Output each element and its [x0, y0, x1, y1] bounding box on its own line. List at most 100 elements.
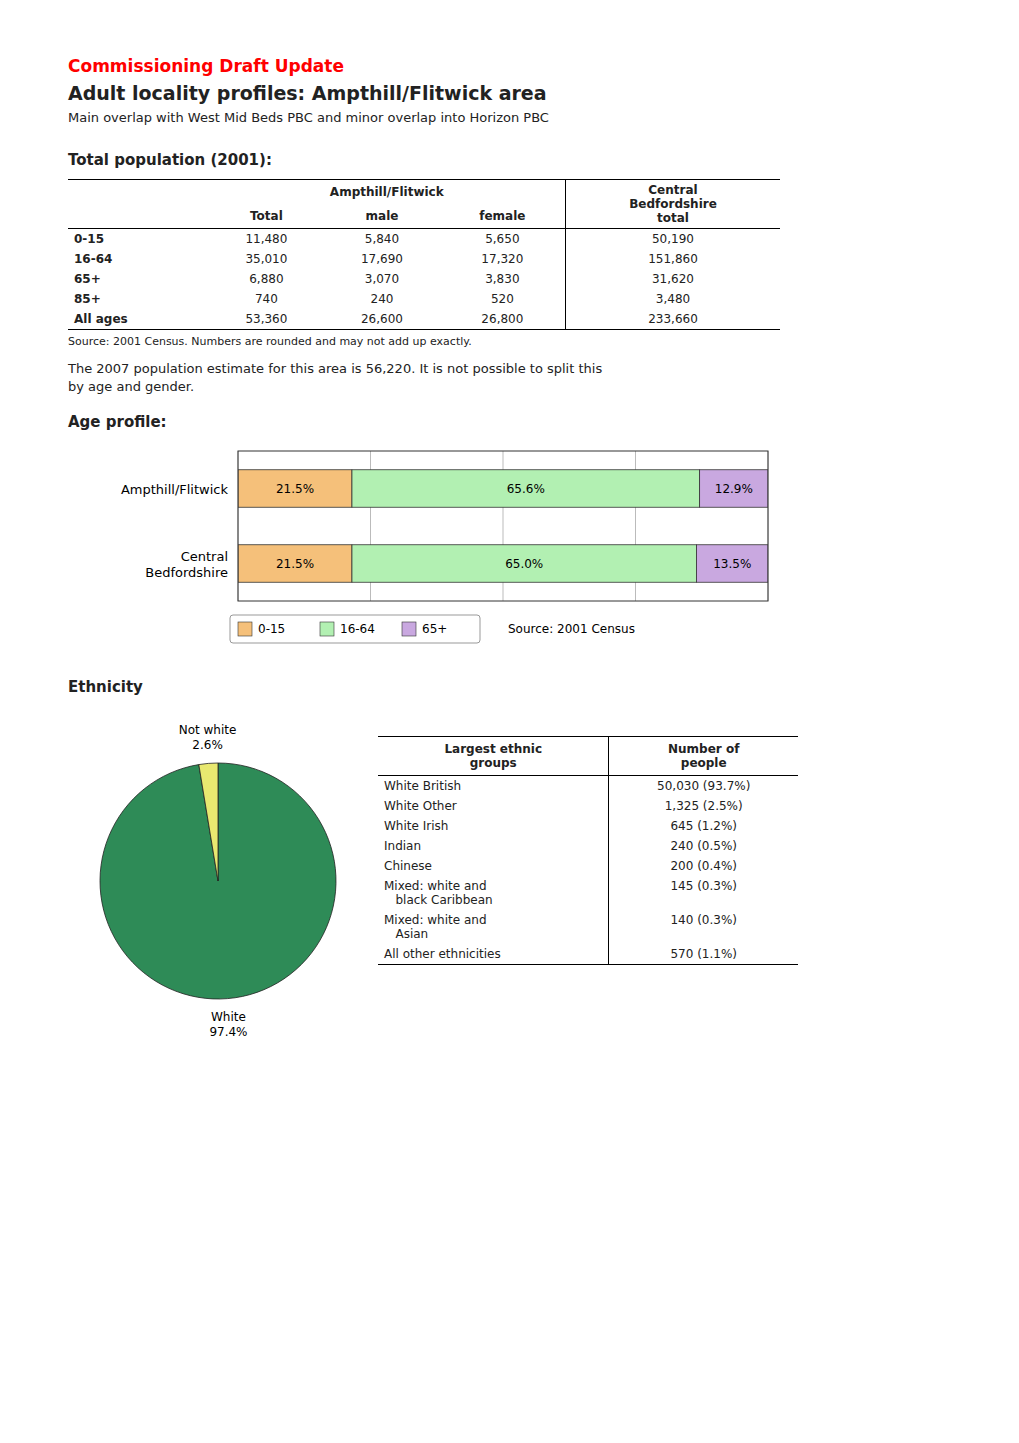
- table-cell: 11,480: [209, 229, 325, 250]
- pie-label-value: 2.6%: [192, 739, 223, 753]
- category-label-line: Central: [181, 549, 228, 564]
- header-row: Largest ethnic groupsNumber of people: [378, 737, 798, 776]
- category-label: Ampthill/Flitwick: [121, 482, 229, 497]
- table-cell: All other ethnicities: [378, 944, 609, 965]
- pie-chart: White97.4% Not white2.6%: [68, 706, 368, 1056]
- pie-slice: [199, 763, 218, 881]
- table-cell: 35,010: [209, 249, 325, 269]
- table-cell: White Other: [378, 796, 609, 816]
- table-cell: White Irish: [378, 816, 609, 836]
- table-cell: 1,325 (2.5%): [609, 796, 798, 816]
- data-row: All other ethnicities570 (1.1%): [378, 944, 798, 965]
- table-cell: 151,860: [565, 249, 780, 269]
- page: Commissioning Draft Update Adult locality…: [0, 0, 1019, 1076]
- data-row: Chinese200 (0.4%): [378, 856, 798, 876]
- table-cell: 50,190: [565, 229, 780, 250]
- table-cell: All ages: [68, 309, 209, 330]
- legend-swatch: [320, 622, 334, 636]
- ethnicity-area: White97.4% Not white2.6% Largest ethnic gr…: [68, 706, 959, 1056]
- header-row: Ampthill/FlitwickCentral Bedfordshire to…: [68, 180, 780, 205]
- table-cell: 53,360: [209, 309, 325, 330]
- table-cell: Mixed: white and Asian: [378, 910, 609, 944]
- column-header: Largest ethnic groups: [378, 737, 609, 776]
- table-cell: 6,880: [209, 269, 325, 289]
- ethnicity-table: Largest ethnic groupsNumber of peopleWhi…: [378, 736, 798, 965]
- legend-swatch: [402, 622, 416, 636]
- bar-segment: [352, 470, 700, 508]
- annotation: Source: 2001 Census: [508, 622, 635, 636]
- corner-cell: [68, 180, 209, 205]
- bars: [238, 470, 768, 583]
- table-cell: 240: [324, 289, 440, 309]
- pie-label-category: Not white: [179, 724, 237, 738]
- column-header: Total: [209, 204, 325, 229]
- title: Adult locality profiles: Ampthill/Flitwi…: [68, 82, 959, 104]
- table-cell: 240 (0.5%): [609, 836, 798, 856]
- data-row: 16-6435,01017,69017,320151,860: [68, 249, 780, 269]
- data-label: 12.9%: [715, 482, 753, 496]
- table-cell: 31,620: [565, 269, 780, 289]
- data-row: 85+7402405203,480: [68, 289, 780, 309]
- section-title: Ethnicity: [68, 678, 959, 696]
- data-row: White British50,030 (93.7%): [378, 776, 798, 797]
- table-cell: 570 (1.1%): [609, 944, 798, 965]
- bar-segment: [238, 470, 352, 508]
- table-cell: 145 (0.3%): [609, 876, 798, 910]
- data-row: White Other1,325 (2.5%): [378, 796, 798, 816]
- data-row: All ages53,36026,60026,800233,660: [68, 309, 780, 330]
- table-cell: 5,650: [440, 229, 566, 250]
- group-header: Ampthill/Flitwick: [209, 180, 566, 205]
- table-cell: 5,840: [324, 229, 440, 250]
- pie-label: Not white2.6%: [179, 724, 237, 753]
- table-cell: 740: [209, 289, 325, 309]
- table-cell: 3,480: [565, 289, 780, 309]
- data-row: White Irish645 (1.2%): [378, 816, 798, 836]
- table-cell: 520: [440, 289, 566, 309]
- column-header: Number of people: [609, 737, 798, 776]
- column-header: female: [440, 204, 566, 229]
- bar-segment: [238, 545, 352, 583]
- data-label: 21.5%: [276, 482, 314, 496]
- data-row: 0-1511,4805,8405,65050,190: [68, 229, 780, 250]
- bar-segment: [700, 470, 768, 508]
- data-row: 65+6,8803,0703,83031,620: [68, 269, 780, 289]
- pie-label-value: 97.4%: [209, 1025, 247, 1039]
- pie-label: White97.4%: [209, 1010, 247, 1039]
- table-cell: 65+: [68, 269, 209, 289]
- total-header: Central Bedfordshire total: [565, 180, 780, 229]
- pie-label-category: White: [211, 1010, 246, 1024]
- legend-frame: [230, 615, 480, 643]
- table-cell: 233,660: [565, 309, 780, 330]
- table-cell: Mixed: white and black Caribbean: [378, 876, 609, 910]
- column-header: male: [324, 204, 440, 229]
- table-cell: 3,070: [324, 269, 440, 289]
- legend-label: 0-15: [258, 622, 285, 636]
- table-cell: 50,030 (93.7%): [609, 776, 798, 797]
- table-cell: 26,600: [324, 309, 440, 330]
- data-label: 65.6%: [507, 482, 545, 496]
- category-label-line: Bedfordshire: [145, 565, 228, 580]
- table-cell: Chinese: [378, 856, 609, 876]
- table-cell: 17,320: [440, 249, 566, 269]
- corner-cell: [68, 204, 209, 229]
- population-note: The 2007 population estimate for this ar…: [68, 360, 959, 395]
- section-title: Age profile:: [68, 413, 959, 431]
- bar-chart: 21.5%65.6%12.9%21.5%65.0%13.5%Ampthill/F…: [68, 441, 788, 656]
- data-label: 13.5%: [713, 557, 751, 571]
- table-source: Source: 2001 Census. Numbers are rounded…: [68, 335, 959, 348]
- legend-swatch: [238, 622, 252, 636]
- data-label: 21.5%: [276, 557, 314, 571]
- data-row: Indian240 (0.5%): [378, 836, 798, 856]
- subtitle: Main overlap with West Mid Beds PBC and …: [68, 110, 959, 125]
- legend-label: 16-64: [340, 622, 375, 636]
- table-cell: 3,830: [440, 269, 566, 289]
- table-cell: 645 (1.2%): [609, 816, 798, 836]
- table-cell: 85+: [68, 289, 209, 309]
- data-row: Mixed: white and Asian140 (0.3%): [378, 910, 798, 944]
- population-table: Ampthill/FlitwickCentral Bedfordshire to…: [68, 179, 780, 330]
- table-cell: 200 (0.4%): [609, 856, 798, 876]
- table-cell: 26,800: [440, 309, 566, 330]
- legend: 0-1516-6465+: [230, 615, 480, 643]
- kicker: Commissioning Draft Update: [68, 56, 959, 76]
- category-label: CentralBedfordshire: [145, 549, 228, 580]
